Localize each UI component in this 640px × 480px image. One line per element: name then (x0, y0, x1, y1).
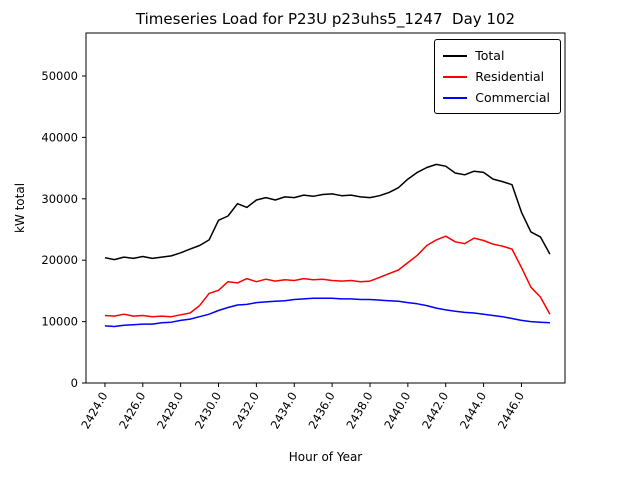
svg-text:2442.0: 2442.0 (419, 390, 451, 432)
legend-label-total: Total (475, 48, 505, 63)
legend-item-commercial: Commercial (443, 87, 550, 108)
svg-text:10000: 10000 (41, 315, 78, 329)
legend-label-residential: Residential (475, 69, 545, 84)
svg-text:2432.0: 2432.0 (230, 390, 262, 432)
chart-title: Timeseries Load for P23U p23uhs5_1247 Da… (135, 10, 516, 28)
legend-item-residential: Residential (443, 66, 550, 87)
svg-text:2434.0: 2434.0 (268, 390, 300, 432)
svg-text:2426.0: 2426.0 (116, 390, 148, 432)
svg-text:2424.0: 2424.0 (78, 390, 110, 432)
svg-text:30000: 30000 (41, 192, 78, 206)
svg-text:2446.0: 2446.0 (495, 390, 527, 432)
svg-text:2436.0: 2436.0 (305, 390, 337, 432)
residential-line-swatch (443, 75, 468, 78)
svg-text:0: 0 (71, 376, 78, 390)
y-axis-label: kW total (13, 182, 27, 234)
svg-text:2444.0: 2444.0 (457, 390, 489, 432)
legend-label-commercial: Commercial (475, 90, 550, 105)
x-axis-label: Hour of Year (288, 450, 363, 464)
legend: Total Residential Commercial (434, 39, 561, 114)
legend-item-total: Total (443, 45, 550, 66)
svg-text:50000: 50000 (41, 69, 78, 83)
commercial-line-swatch (443, 96, 468, 99)
svg-text:20000: 20000 (41, 253, 78, 267)
svg-text:40000: 40000 (41, 130, 78, 144)
svg-text:2438.0: 2438.0 (343, 390, 375, 432)
svg-text:2430.0: 2430.0 (192, 390, 224, 432)
svg-text:2440.0: 2440.0 (381, 390, 413, 432)
svg-text:2428.0: 2428.0 (154, 390, 186, 432)
total-line-swatch (443, 54, 468, 57)
